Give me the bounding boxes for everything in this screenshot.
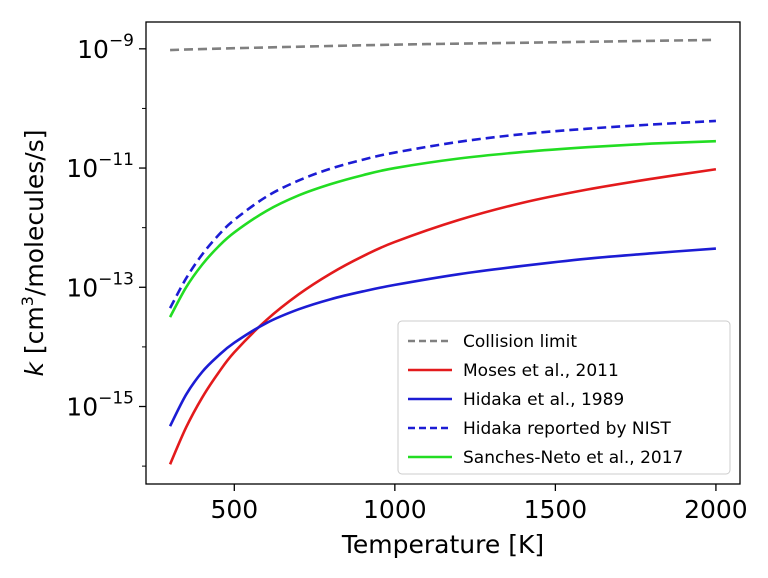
plot-frame <box>145 21 741 485</box>
y-tick-label: 10−9 <box>77 31 134 64</box>
series-line-1 <box>168 167 717 465</box>
legend-label-3: Hidaka reported by NIST <box>463 419 671 439</box>
y-tick-label: 10−11 <box>66 150 134 183</box>
legend: Collision limit Moses et al., 2011 Hidaka … <box>397 320 731 475</box>
series-line-4 <box>168 139 716 318</box>
legend-label-0: Collision limit <box>463 332 577 352</box>
series-line-3 <box>168 119 716 309</box>
y-tick-label-exponent: −11 <box>98 150 134 170</box>
y-tick-label: 10−13 <box>66 269 134 302</box>
y-tick-label-base: 10 <box>66 273 98 302</box>
y-axis-label-pre: [cm <box>20 306 49 362</box>
y-tick-label-exponent: −9 <box>109 31 134 51</box>
y-axis-label: k [cm3/molecules/s] <box>18 129 49 376</box>
legend-box <box>397 320 731 475</box>
y-tick-label-exponent: −13 <box>98 269 134 289</box>
y-tick-label-base: 10 <box>66 393 98 422</box>
y-axis-label-post: /molecules/s] <box>20 129 49 296</box>
y-axis-label-k: k <box>20 361 49 377</box>
series-layer <box>168 38 717 465</box>
legend-label-2: Hidaka et al., 1989 <box>463 390 624 410</box>
y-tick-label-exponent: −15 <box>98 389 134 409</box>
x-tick-label: 1500 <box>524 495 588 524</box>
y-axis-label-sup: 3 <box>18 296 37 306</box>
x-axis-label: Temperature [K] <box>341 530 544 559</box>
x-tick-label: 2000 <box>684 495 748 524</box>
x-axis: 500 1000 1500 2000 <box>210 484 748 524</box>
series-line-2 <box>168 247 717 427</box>
y-tick-label: 10−15 <box>66 389 134 422</box>
x-tick-label: 500 <box>210 495 258 524</box>
y-tick-label-base: 10 <box>77 35 109 64</box>
legend-label-4: Sanches-Neto et al., 2017 <box>463 448 683 468</box>
y-tick-label-base: 10 <box>66 154 98 183</box>
x-tick-label: 1000 <box>363 495 427 524</box>
series-line-0 <box>170 38 716 52</box>
legend-label-1: Moses et al., 2011 <box>463 361 619 381</box>
